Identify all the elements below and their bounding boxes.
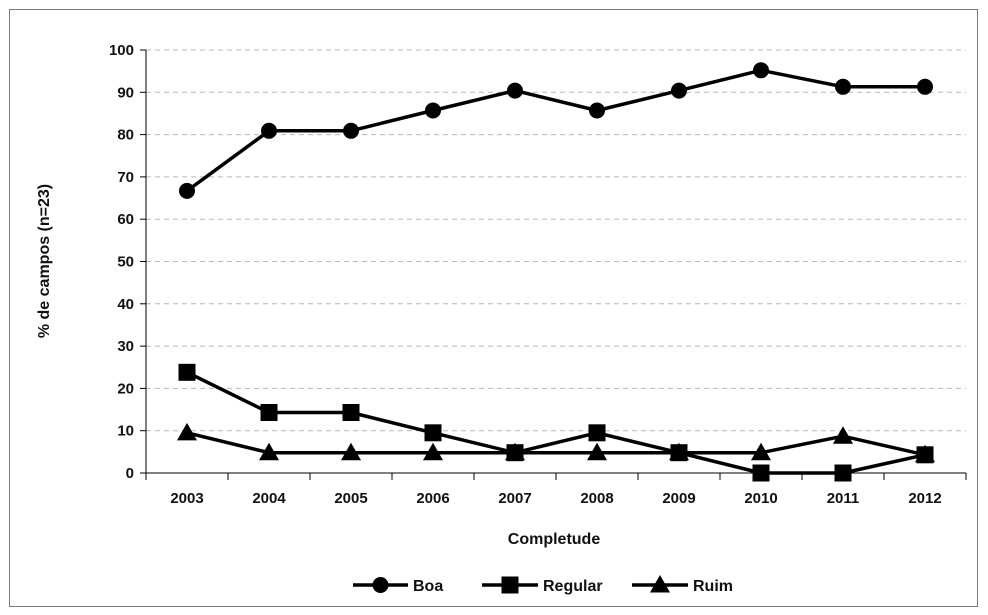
y-tick-label-60: 60 bbox=[117, 211, 134, 228]
series-line-ruim bbox=[186, 431, 926, 457]
point-ruim-2004 bbox=[259, 442, 279, 461]
point-regular-2011 bbox=[834, 464, 852, 482]
y-axis-ticks: 0 10 20 30 40 50 60 70 80 90 100 bbox=[109, 42, 146, 482]
point-boa-2006 bbox=[425, 102, 441, 119]
legend-marker-regular bbox=[501, 576, 519, 594]
point-regular-2008 bbox=[588, 424, 606, 442]
point-regular-2006 bbox=[424, 424, 442, 442]
x-tick-label-2006: 2006 bbox=[416, 490, 449, 507]
point-boa-2003 bbox=[179, 182, 195, 199]
x-axis-ticks: 2003 2004 2005 2006 2007 2008 2009 2010 2011 2012 bbox=[145, 473, 967, 507]
legend-label-ruim: Ruim bbox=[693, 578, 733, 595]
point-boa-2005 bbox=[343, 122, 359, 139]
legend-marker-ruim bbox=[650, 575, 670, 593]
y-tick-label-80: 80 bbox=[117, 127, 134, 144]
series-regular bbox=[178, 363, 934, 482]
chart-frame bbox=[9, 9, 978, 607]
x-tick-label-2008: 2008 bbox=[580, 490, 613, 507]
legend-item-boa: Boa bbox=[353, 577, 443, 595]
y-tick-label-70: 70 bbox=[117, 169, 134, 186]
point-ruim-2010 bbox=[751, 442, 771, 461]
point-ruim-2012 bbox=[915, 444, 935, 463]
point-regular-2004 bbox=[260, 404, 278, 422]
y-axis-title: % de campos (n=23) bbox=[36, 184, 53, 338]
point-regular-2005 bbox=[342, 404, 360, 422]
point-ruim-2003 bbox=[177, 422, 197, 441]
series-ruim bbox=[177, 422, 935, 463]
y-tick-label-40: 40 bbox=[117, 296, 134, 313]
point-ruim-2008 bbox=[587, 442, 607, 461]
legend-item-regular: Regular bbox=[482, 576, 603, 595]
point-boa-2007 bbox=[507, 82, 523, 99]
point-ruim-2009 bbox=[669, 442, 689, 461]
legend: Boa Regular Ruim bbox=[353, 575, 733, 595]
series-layer bbox=[177, 62, 935, 482]
x-tick-label-2004: 2004 bbox=[252, 490, 286, 507]
point-boa-2008 bbox=[589, 102, 605, 119]
point-regular-2003 bbox=[178, 363, 196, 381]
x-tick-label-2011: 2011 bbox=[827, 490, 860, 507]
point-boa-2011 bbox=[835, 78, 851, 95]
point-ruim-2006 bbox=[423, 442, 443, 461]
series-boa bbox=[179, 62, 933, 199]
y-tick-label-50: 50 bbox=[117, 254, 134, 271]
series-line-regular bbox=[186, 370, 926, 475]
point-boa-2010 bbox=[753, 62, 769, 79]
y-tick-label-90: 90 bbox=[117, 84, 134, 101]
x-tick-label-2012: 2012 bbox=[908, 490, 941, 507]
point-ruim-2005 bbox=[341, 442, 361, 461]
y-tick-label-20: 20 bbox=[117, 380, 134, 397]
legend-label-regular: Regular bbox=[543, 578, 603, 595]
y-tick-label-0: 0 bbox=[126, 465, 134, 482]
x-tick-label-2005: 2005 bbox=[334, 490, 367, 507]
x-tick-label-2010: 2010 bbox=[744, 490, 777, 507]
y-tick-label-10: 10 bbox=[117, 423, 134, 440]
point-boa-2012 bbox=[917, 78, 933, 95]
legend-label-boa: Boa bbox=[413, 578, 443, 595]
x-tick-label-2007: 2007 bbox=[498, 490, 531, 507]
point-regular-2010 bbox=[752, 464, 770, 482]
point-boa-2004 bbox=[261, 122, 277, 139]
point-ruim-2011 bbox=[833, 426, 853, 444]
y-tick-label-30: 30 bbox=[117, 338, 134, 355]
point-ruim-2007 bbox=[505, 442, 525, 461]
gridlines bbox=[146, 49, 966, 432]
legend-item-ruim: Ruim bbox=[632, 575, 733, 595]
x-axis-title: Completude bbox=[508, 531, 601, 548]
y-tick-label-100: 100 bbox=[109, 42, 134, 59]
legend-marker-boa bbox=[372, 577, 389, 593]
x-tick-label-2009: 2009 bbox=[662, 490, 695, 507]
series-line-boa bbox=[185, 68, 925, 193]
point-boa-2009 bbox=[671, 82, 687, 99]
x-tick-label-2003: 2003 bbox=[170, 490, 203, 507]
